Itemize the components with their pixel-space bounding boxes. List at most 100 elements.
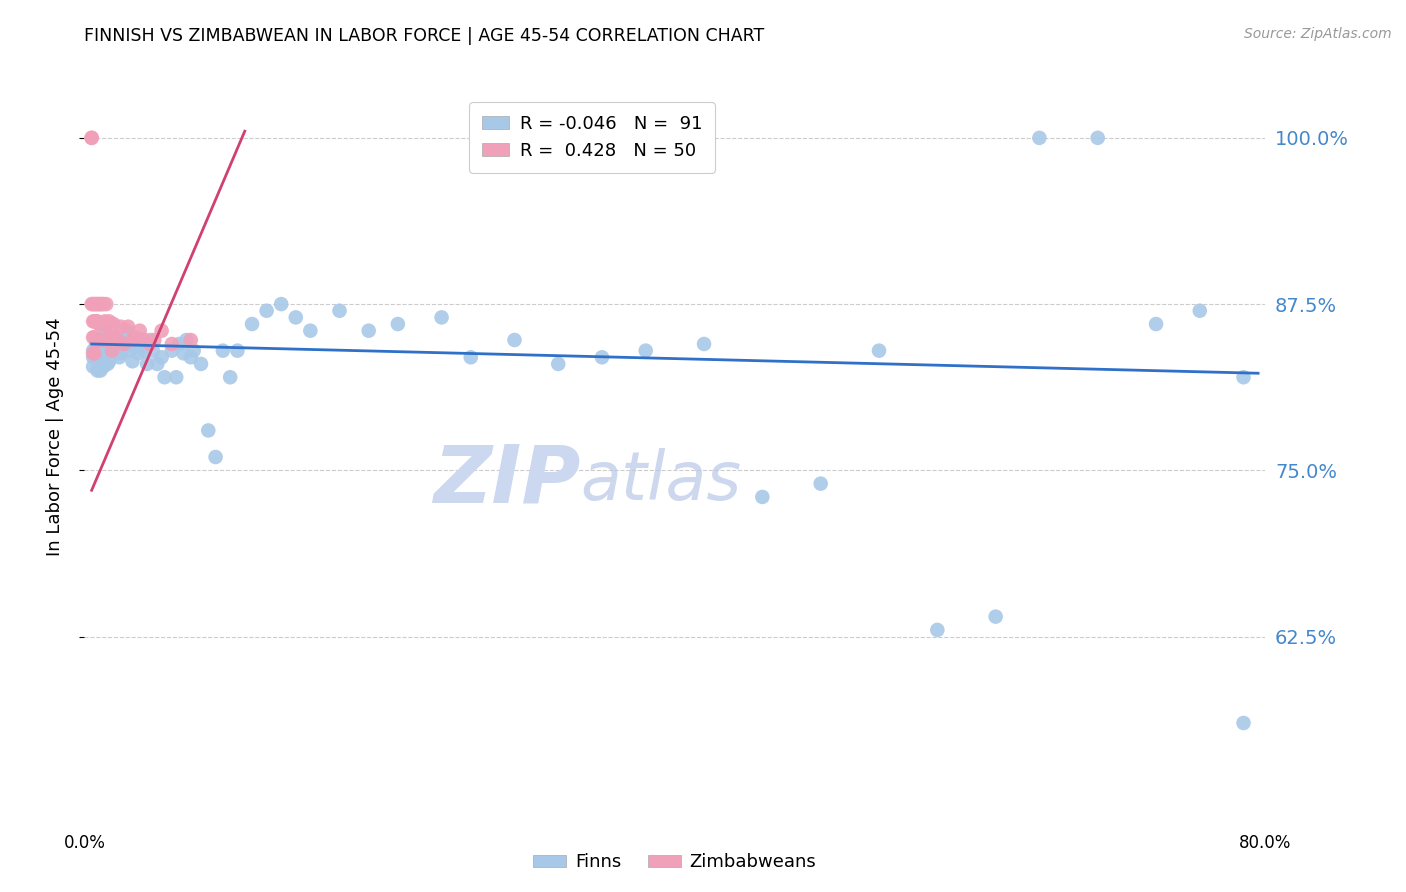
Point [90,317,112,331]
Point [153,370,176,384]
Point [167,337,190,351]
Point [129,333,152,347]
Point [101,343,124,358]
Point [104,330,127,344]
Point [82,297,104,311]
Point [108,351,131,365]
Point [87,317,110,331]
Point [103,317,125,331]
Point [299,324,322,338]
Point [219,370,242,384]
Point [90,343,112,358]
Point [121,333,143,347]
Point [97,357,120,371]
Point [118,343,141,358]
Point [104,333,127,347]
Point [110,346,132,360]
Point [1144,317,1167,331]
Point [82,330,104,344]
Point [87,346,110,360]
Point [212,343,235,358]
Point [284,310,307,325]
Point [204,450,226,464]
Point [115,324,138,338]
Point [183,343,205,358]
Point [173,346,195,360]
Point [94,314,117,328]
Point [1028,131,1050,145]
Point [96,297,118,311]
Point [107,337,129,351]
Point [112,341,135,355]
Point [103,343,125,358]
Point [387,317,409,331]
Point [503,333,526,347]
Point [87,297,110,311]
Point [97,343,120,358]
Point [143,333,166,347]
Point [91,359,114,374]
Point [1087,131,1109,145]
Point [124,340,146,354]
Point [86,363,108,377]
Point [100,330,122,344]
Text: Source: ZipAtlas.com: Source: ZipAtlas.com [1244,27,1392,41]
Point [270,297,292,311]
Point [240,317,263,331]
Point [86,340,108,354]
Point [197,424,219,438]
Point [82,359,104,374]
Point [80,131,103,145]
Point [927,623,949,637]
Text: FINNISH VS ZIMBABWEAN IN LABOR FORCE | AGE 45-54 CORRELATION CHART: FINNISH VS ZIMBABWEAN IN LABOR FORCE | A… [84,27,765,45]
Point [91,343,114,358]
Point [87,333,110,347]
Point [984,609,1007,624]
Point [91,297,114,311]
Point [90,357,112,371]
Point [97,330,120,344]
Point [100,330,122,344]
Legend: R = -0.046   N =  91, R =  0.428   N = 50: R = -0.046 N = 91, R = 0.428 N = 50 [470,103,716,173]
Legend: Finns, Zimbabweans: Finns, Zimbabweans [526,847,824,879]
Point [868,343,890,358]
Point [357,324,380,338]
Point [139,337,162,351]
Point [89,351,111,365]
Point [80,131,103,145]
Point [124,330,146,344]
Text: atlas: atlas [581,448,741,514]
Point [101,343,124,358]
Point [96,337,118,351]
Point [98,354,121,368]
Point [136,357,159,371]
Point [142,343,165,358]
Point [117,319,139,334]
Point [256,303,278,318]
Point [86,297,108,311]
Point [91,330,114,344]
Point [84,297,107,311]
Point [89,297,111,311]
Point [128,324,150,338]
Point [107,333,129,347]
Point [89,317,111,331]
Point [165,370,187,384]
Text: ZIP: ZIP [433,442,581,520]
Point [134,343,156,358]
Point [134,333,156,347]
Point [91,317,114,331]
Point [117,333,139,347]
Text: 80.0%: 80.0% [1239,834,1292,852]
Point [180,333,202,347]
Point [94,333,117,347]
Point [460,351,482,365]
Point [1232,716,1254,731]
Y-axis label: In Labor Force | Age 45-54: In Labor Force | Age 45-54 [45,318,63,557]
Point [146,357,169,371]
Point [751,490,773,504]
Point [127,346,149,360]
Point [591,351,613,365]
Point [89,333,111,347]
Point [1188,303,1211,318]
